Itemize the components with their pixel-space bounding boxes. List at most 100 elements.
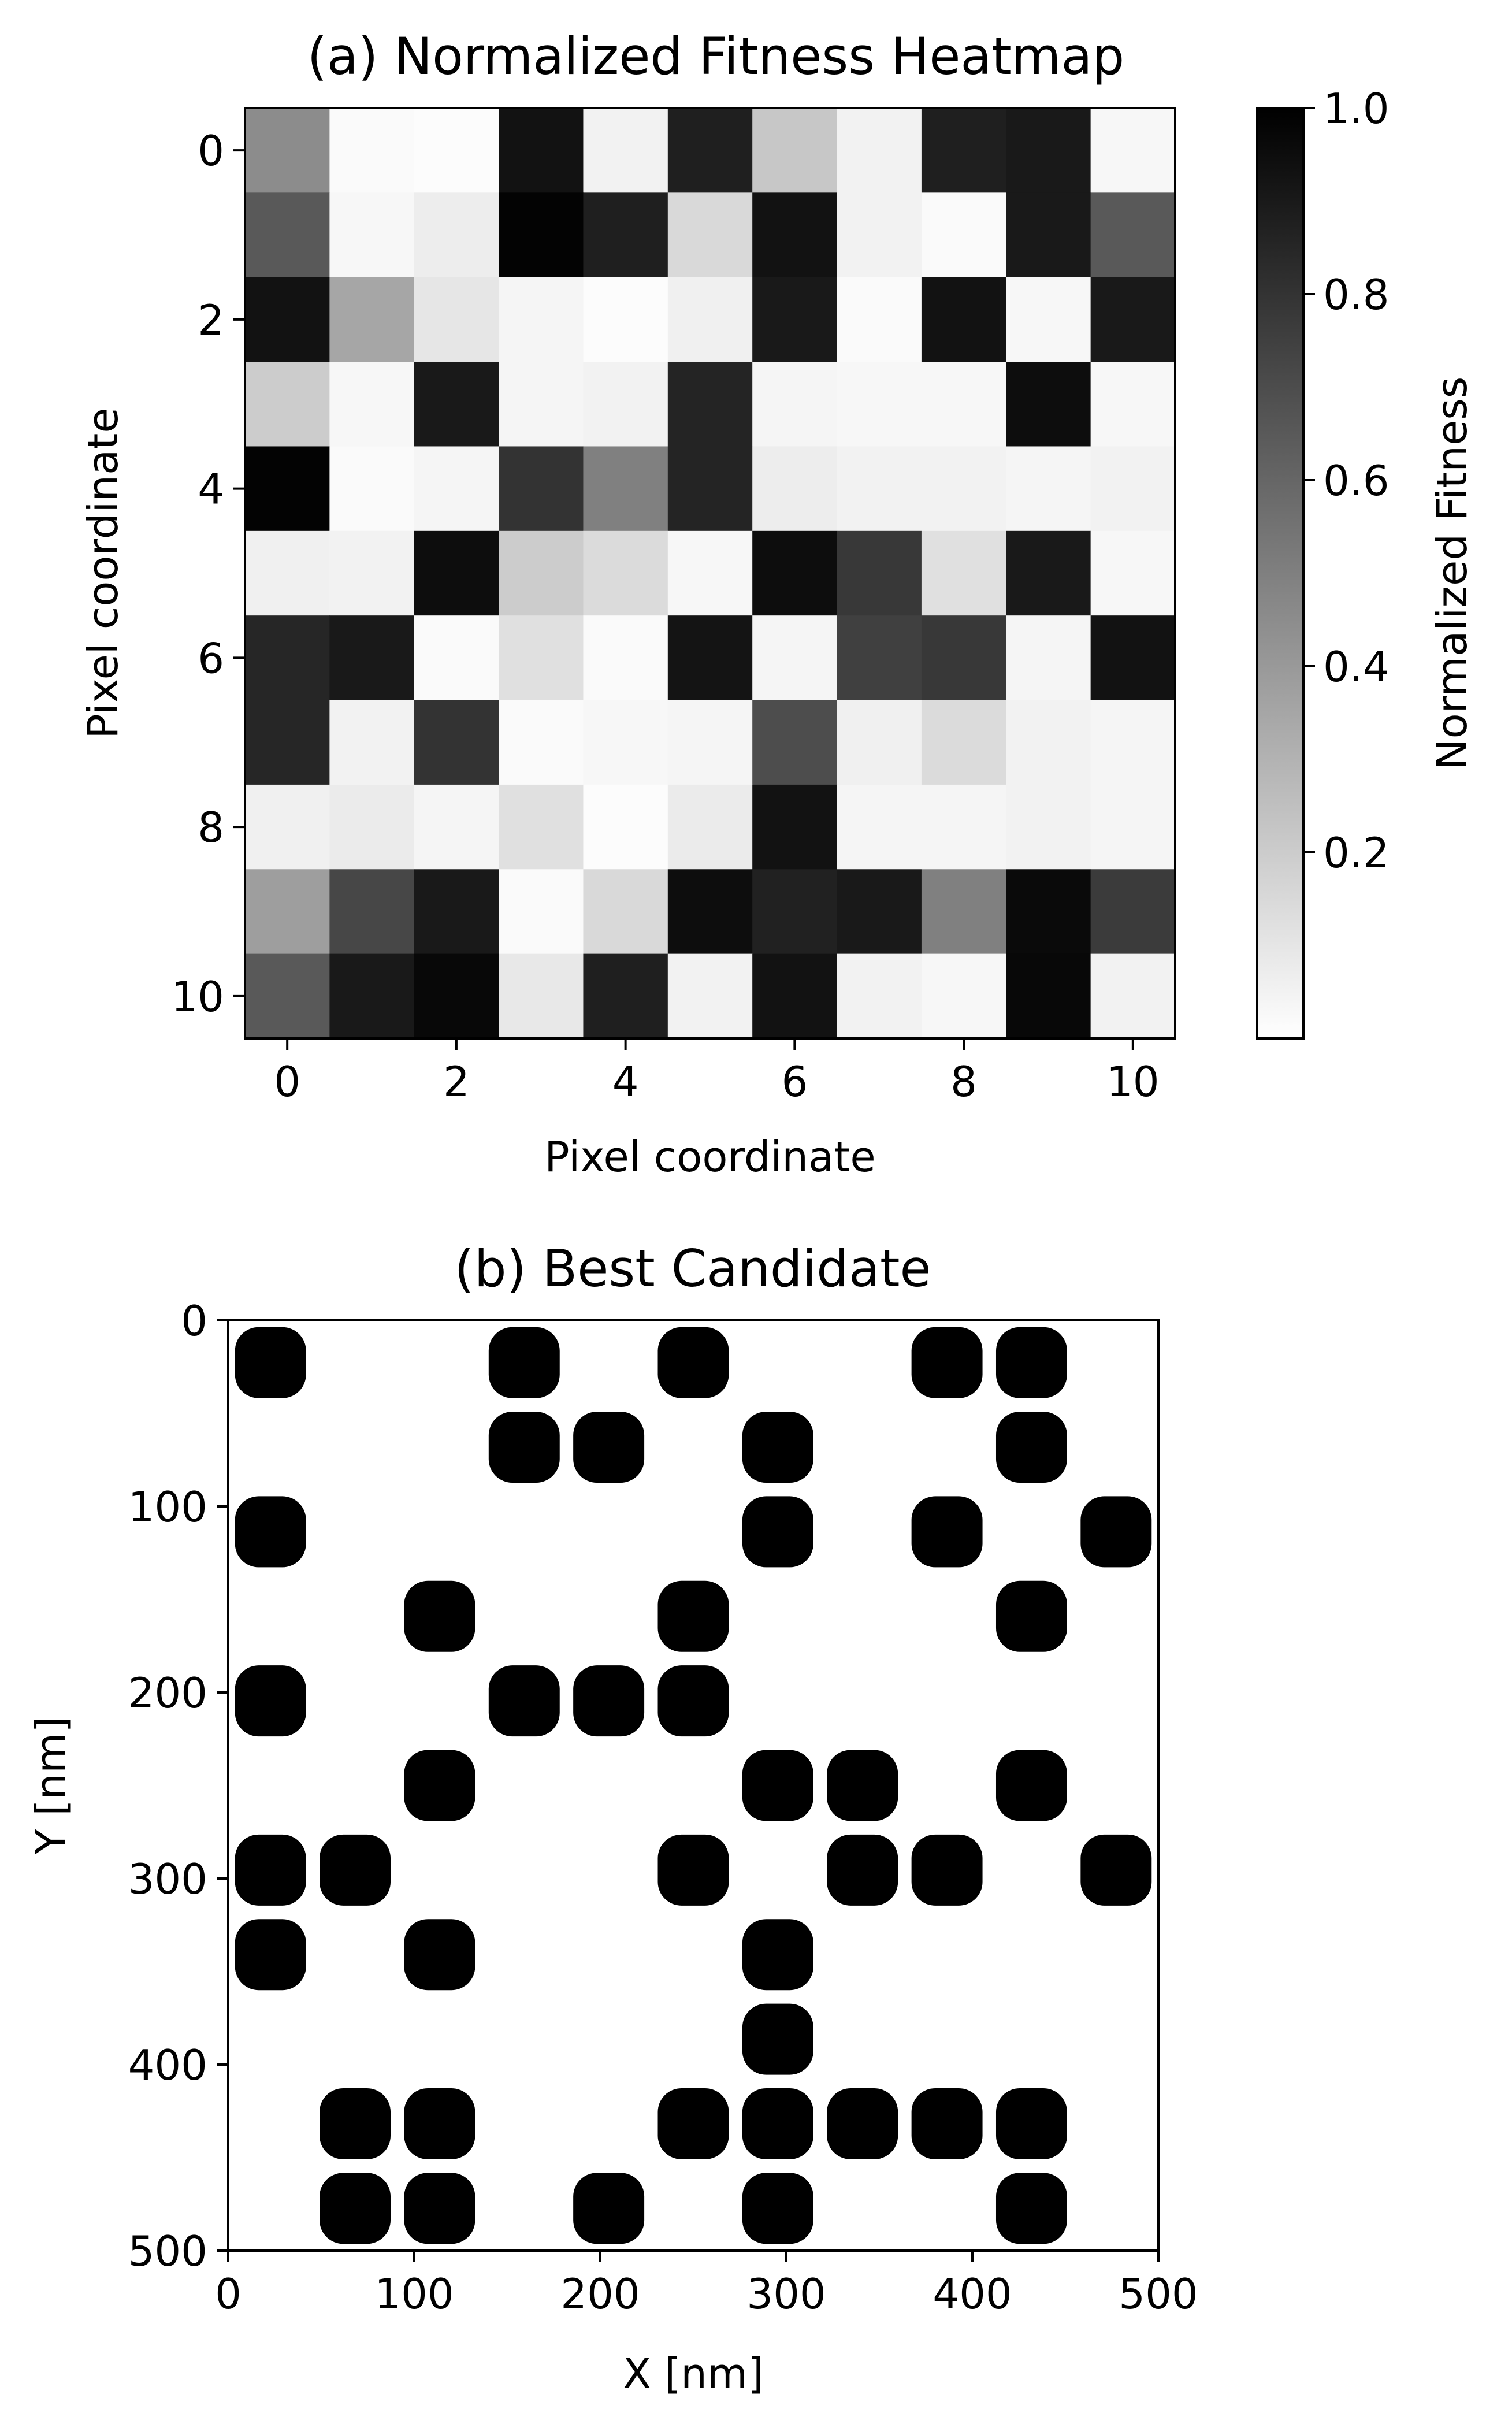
heatmap-cell	[499, 953, 584, 1039]
heatmap-cell	[414, 953, 499, 1039]
x-tick-label: 4	[612, 1057, 639, 1106]
heatmap-cell	[921, 953, 1006, 1039]
heatmap-title: (a) Normalized Fitness Heatmap	[307, 27, 1125, 86]
heatmap-cell	[667, 700, 753, 785]
heatmap-cell	[752, 700, 838, 785]
best-candidate-title: (b) Best Candidate	[454, 1239, 931, 1298]
heatmap-cell	[1090, 362, 1176, 447]
best-candidate-x-axis-label: X [nm]	[623, 2349, 764, 2398]
x-tick-label: 6	[781, 1057, 808, 1106]
x-tick-label: 8	[950, 1057, 977, 1106]
pattern-block	[995, 2088, 1067, 2159]
heatmap-cell	[837, 362, 922, 447]
y-tick-label: 0	[181, 1297, 207, 1345]
pattern-block	[488, 1412, 560, 1483]
best-candidate-y-axis-label: Y [nm]	[27, 1717, 75, 1855]
heatmap-cell	[837, 953, 922, 1039]
pattern-block	[488, 1327, 560, 1398]
heatmap-cell	[583, 784, 668, 870]
heatmap-cell	[583, 108, 668, 193]
heatmap-cell	[837, 530, 922, 616]
heatmap-cell	[1090, 953, 1176, 1039]
heatmap-cell	[667, 784, 753, 870]
heatmap-cell	[752, 784, 838, 870]
best-candidate-panel: (b) Best Candidate 0 100 200 300 400 500 0 100…	[27, 1239, 1198, 2398]
heatmap-cell	[414, 277, 499, 362]
pattern-block	[657, 1665, 729, 1737]
heatmap-cells	[245, 108, 1176, 1039]
y-tick-label: 500	[128, 2227, 207, 2275]
heatmap-cell	[1090, 530, 1176, 616]
pattern-features	[235, 1327, 1152, 2244]
heatmap-cell	[667, 953, 753, 1039]
heatmap-cell	[1090, 277, 1176, 362]
pattern-block	[573, 1665, 645, 1737]
heatmap-cell	[499, 192, 584, 278]
heatmap-y-axis-label: Pixel coordinate	[79, 407, 127, 738]
pattern-block	[235, 1919, 306, 1991]
heatmap-cell	[921, 446, 1006, 532]
y-tick-label: 400	[128, 2041, 207, 2089]
heatmap-cell	[499, 362, 584, 447]
pattern-block	[235, 1327, 306, 1398]
heatmap-cell	[499, 700, 584, 785]
heatmap-panel: (a) Normalized Fitness Heatmap 0 2 4 6 8 10 0…	[79, 27, 1476, 1181]
heatmap-cell	[245, 277, 330, 362]
pattern-block	[995, 1580, 1067, 1652]
pattern-block	[742, 1412, 813, 1483]
heatmap-cell	[583, 615, 668, 701]
heatmap-cell	[329, 869, 415, 955]
heatmap-cell	[583, 700, 668, 785]
heatmap-cell	[499, 108, 584, 193]
pattern-block	[573, 2173, 645, 2244]
heatmap-cell	[1090, 615, 1176, 701]
best-candidate-y-ticks: 0 100 200 300 400 500	[128, 1297, 228, 2275]
heatmap-cell	[329, 530, 415, 616]
colorbar	[1256, 107, 1305, 1040]
heatmap-cell	[414, 530, 499, 616]
y-tick-label: 10	[171, 972, 224, 1021]
x-tick-label: 10	[1106, 1057, 1160, 1106]
heatmap-cell	[245, 446, 330, 532]
heatmap-cell	[667, 192, 753, 278]
best-candidate-plot-frame	[227, 1319, 1160, 2252]
heatmap-cell	[752, 108, 838, 193]
heatmap-x-axis-label: Pixel coordinate	[544, 1133, 875, 1181]
pattern-block	[573, 1412, 645, 1483]
heatmap-cell	[329, 700, 415, 785]
colorbar-tick-label: 0.8	[1323, 270, 1390, 319]
heatmap-cell	[752, 530, 838, 616]
heatmap-cell	[1090, 108, 1176, 193]
heatmap-cell	[667, 362, 753, 447]
pattern-block	[404, 1919, 475, 1991]
heatmap-cell	[414, 700, 499, 785]
heatmap-cell	[499, 869, 584, 955]
heatmap-cell	[1090, 192, 1176, 278]
pattern-block	[657, 1580, 729, 1652]
heatmap-cell	[583, 446, 668, 532]
heatmap-cell	[1006, 108, 1091, 193]
heatmap-cell	[1006, 362, 1091, 447]
heatmap-cell	[414, 192, 499, 278]
x-tick-label: 0	[215, 2270, 242, 2318]
pattern-block	[742, 1919, 813, 1991]
heatmap-plot-frame	[244, 107, 1176, 1040]
colorbar-tick-label: 0.6	[1323, 456, 1390, 505]
heatmap-cell	[837, 108, 922, 193]
heatmap-cell	[752, 277, 838, 362]
heatmap-cell	[752, 192, 838, 278]
pattern-block	[320, 2173, 391, 2244]
heatmap-cell	[667, 108, 753, 193]
heatmap-cell	[752, 446, 838, 532]
heatmap-cell	[1006, 953, 1091, 1039]
colorbar-ticks: 0.2 0.4 0.6 0.8 1.0	[1303, 84, 1390, 877]
heatmap-cell	[583, 953, 668, 1039]
colorbar-label: Normalized Fitness	[1428, 377, 1476, 770]
x-tick-label: 300	[746, 2270, 826, 2318]
colorbar-tick-label: 1.0	[1323, 84, 1390, 133]
heatmap-cell	[667, 530, 753, 616]
heatmap-cell	[837, 446, 922, 532]
heatmap-cell	[329, 446, 415, 532]
heatmap-cell	[921, 784, 1006, 870]
